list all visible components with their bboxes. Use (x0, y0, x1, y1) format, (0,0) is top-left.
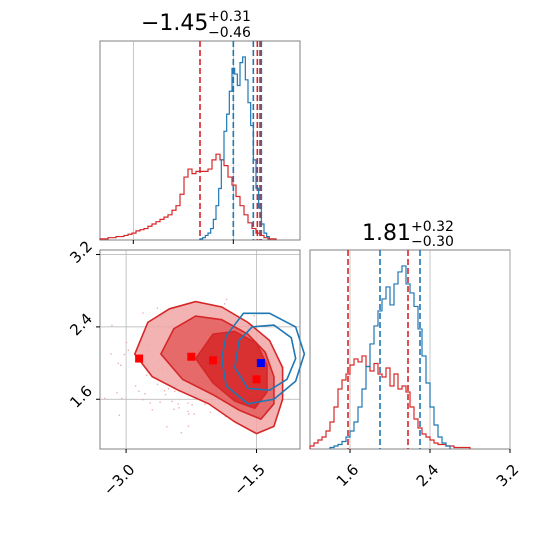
panel-title: −1.45 +0.31 −0.46 (141, 9, 251, 41)
sample-point (166, 426, 168, 428)
title-minus: −0.46 (208, 25, 251, 41)
sample-point (164, 393, 167, 396)
sample-point (177, 403, 179, 405)
sample-point (187, 410, 189, 413)
red-marker (252, 375, 261, 384)
title-plus: +0.32 (411, 219, 454, 235)
sample-point (167, 387, 170, 390)
red-histogram (309, 355, 471, 449)
x-tick-label: −1.5 (230, 461, 268, 499)
sample-point (142, 312, 144, 314)
sample-point (123, 353, 126, 356)
y-tick-label: 1.6 (66, 382, 96, 412)
sample-point (204, 403, 206, 405)
histograms (309, 265, 471, 449)
red-marker (135, 354, 144, 363)
panel-title: 1.81 +0.32 −0.30 (362, 219, 454, 250)
sample-point (156, 307, 159, 310)
sample-point (149, 402, 151, 404)
sample-point (173, 408, 175, 410)
sample-point (173, 390, 176, 392)
sample-point (138, 390, 140, 392)
sample-point (159, 401, 161, 403)
sample-point (193, 413, 195, 415)
title-median: 1.81 (362, 221, 411, 246)
red-marker (209, 356, 218, 365)
panel-joint-distribution: −3.0 −1.5 1.6 2.4 3.2 (66, 237, 306, 499)
sample-point (121, 397, 123, 400)
sample-point (288, 398, 290, 401)
sample-point (144, 392, 146, 395)
red-histogram (99, 153, 277, 240)
sample-point (180, 431, 183, 434)
sample-point (125, 341, 128, 344)
sample-point (253, 314, 255, 317)
sample-point (163, 389, 166, 392)
sample-point (151, 408, 154, 411)
sample-point (187, 425, 190, 427)
sample-point (178, 406, 180, 409)
quantile-lines (199, 41, 263, 240)
sample-point (110, 353, 112, 355)
blue-contour (233, 324, 297, 392)
sample-point (118, 414, 121, 417)
sample-point (103, 397, 106, 400)
red-marker (187, 352, 196, 361)
panel-param2-histogram: 1.6 2.4 3.2 1.81 +0.32 −0.30 (309, 219, 523, 491)
y-tick-label: 2.4 (66, 310, 96, 340)
x-tick-label: −3.0 (100, 461, 138, 499)
sample-point (111, 324, 113, 327)
y-tick-label: 3.2 (66, 237, 96, 267)
sample-point (119, 364, 122, 367)
x-tick-label: 1.6 (333, 461, 363, 491)
sample-point (116, 391, 118, 394)
sample-point (171, 400, 173, 403)
sample-point (191, 404, 193, 406)
blue-histogram (199, 56, 270, 240)
tick-labels: 1.6 2.4 3.2 (333, 461, 523, 491)
blue-contour (220, 312, 306, 405)
sample-point (145, 374, 148, 376)
sample-point (223, 303, 226, 305)
histograms (99, 56, 277, 240)
x-tick-label: 2.4 (413, 461, 443, 491)
sample-point (156, 383, 159, 386)
quantile-lines (347, 250, 421, 449)
panel-param1-histogram: −1.45 +0.31 −0.46 (99, 9, 301, 244)
blue-contours (220, 312, 306, 405)
blue-histogram (329, 265, 451, 449)
grid (132, 41, 234, 244)
panel-frame (99, 249, 301, 450)
sample-point (134, 385, 137, 387)
markers (135, 352, 265, 384)
title-minus: −0.30 (411, 234, 454, 250)
sample-point (187, 402, 189, 404)
sample-point (209, 411, 212, 414)
red-contours (133, 300, 284, 435)
sample-point (142, 398, 144, 401)
sample-point (187, 413, 190, 415)
title-median: −1.45 (141, 11, 208, 36)
blue-marker (256, 359, 265, 368)
sample-point (225, 298, 228, 301)
panel-frame (309, 249, 511, 450)
sample-point (117, 362, 120, 365)
x-tick-label: 3.2 (493, 461, 523, 491)
sample-point (127, 349, 130, 352)
grid (349, 250, 511, 453)
title-plus: +0.31 (208, 9, 251, 25)
